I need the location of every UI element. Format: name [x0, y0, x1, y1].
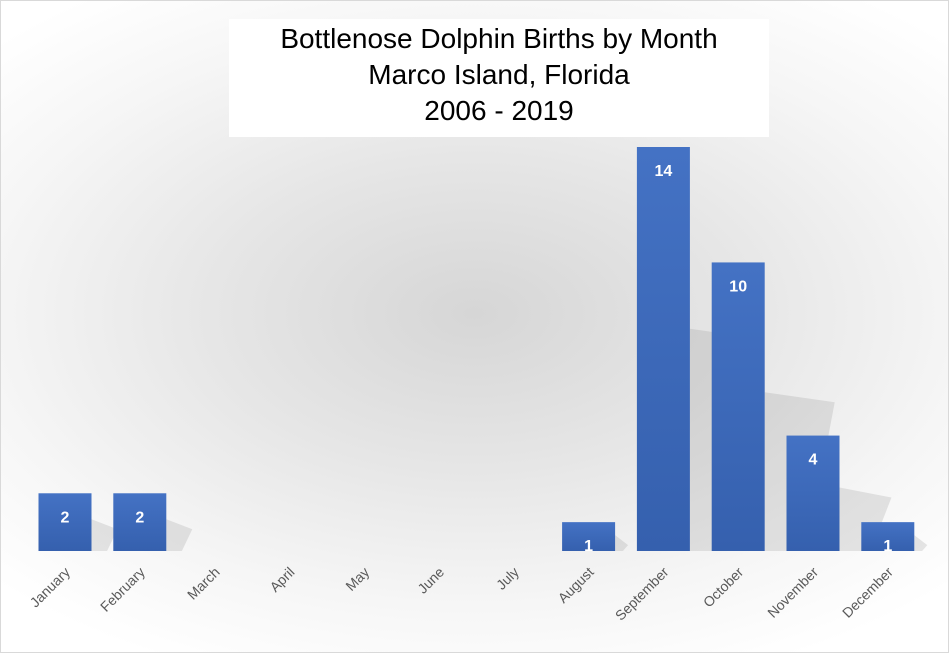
x-tick-label-august: August	[555, 564, 597, 606]
bar-november	[786, 435, 840, 551]
x-tick-label-february: February	[97, 564, 148, 615]
bar-shadow-august	[615, 535, 629, 551]
x-tick-label-march: March	[184, 564, 223, 603]
data-label-january: 2	[61, 509, 70, 526]
data-label-october: 10	[729, 278, 747, 295]
x-tick-label-may: May	[342, 564, 372, 594]
chart-title-line-2: Marco Island, Florida	[368, 59, 630, 90]
bar-shadow-december	[914, 535, 928, 551]
bar-february	[113, 493, 167, 551]
x-tick-label-july: July	[493, 564, 522, 593]
x-tick-label-october: October	[700, 564, 747, 611]
x-tick-label-december: December	[839, 564, 896, 621]
data-label-september: 14	[655, 163, 673, 180]
chart-title-line-1: Bottlenose Dolphin Births by Month	[280, 23, 718, 54]
bar-december	[861, 522, 915, 551]
bar-september	[636, 147, 690, 551]
x-tick-label-january: January	[27, 564, 74, 611]
bar-october	[711, 262, 765, 551]
bar-shadow-november	[839, 487, 892, 551]
bar-shadow-january	[91, 519, 118, 551]
data-label-february: 2	[135, 509, 144, 526]
x-tick-label-november: November	[764, 564, 821, 621]
x-tick-label-june: June	[414, 564, 447, 597]
data-label-november: 4	[809, 452, 818, 469]
data-label-august: 1	[584, 538, 593, 555]
bar-shadow-february	[166, 519, 193, 551]
bar-january	[38, 493, 92, 551]
chart-title: Bottlenose Dolphin Births by Month Marco…	[229, 19, 769, 137]
chart-title-line-3: 2006 - 2019	[424, 95, 574, 126]
x-tick-label-september: September	[612, 564, 672, 624]
x-tick-label-april: April	[266, 564, 297, 595]
bar-august	[562, 522, 616, 551]
data-label-december: 1	[883, 538, 892, 555]
